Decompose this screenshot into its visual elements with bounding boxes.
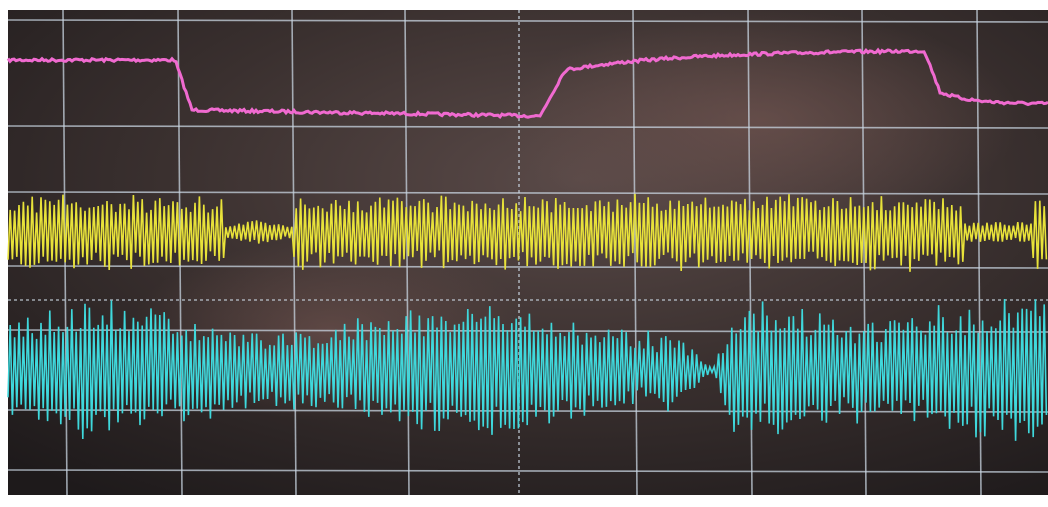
reflection bbox=[500, 10, 1020, 230]
page: (() => { const svg = document.getElement… bbox=[0, 0, 1048, 507]
oscilloscope-photo bbox=[0, 0, 1048, 507]
